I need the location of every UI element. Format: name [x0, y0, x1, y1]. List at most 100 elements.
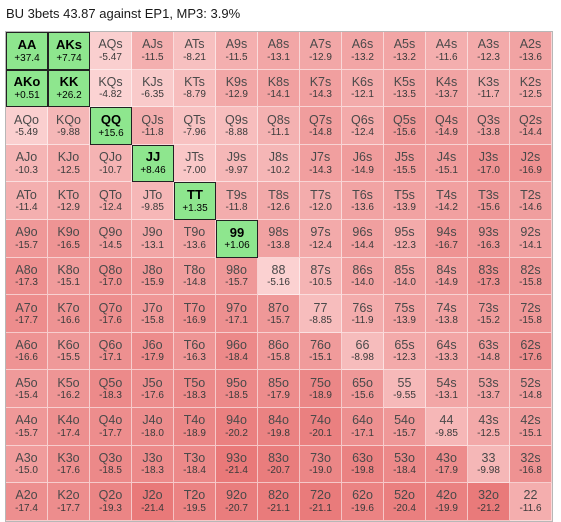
- hand-cell-q5o[interactable]: Q5o -18.3: [90, 370, 132, 408]
- hand-cell-k5s[interactable]: K5s -13.5: [384, 69, 426, 108]
- hand-cell-84o[interactable]: 84o -19.8: [258, 407, 300, 446]
- hand-cell-j3o[interactable]: J3o -18.3: [132, 445, 174, 484]
- hand-cell-97s[interactable]: 97s -12.4: [300, 219, 342, 258]
- hand-cell-a8o[interactable]: A8o -17.3: [6, 257, 48, 296]
- hand-cell-j6o[interactable]: J6o -17.9: [132, 332, 174, 371]
- hand-cell-qq[interactable]: QQ +15.6: [90, 107, 132, 145]
- hand-cell-jj[interactable]: JJ +8.46: [132, 144, 174, 183]
- hand-cell-92s[interactable]: 92s -14.1: [510, 219, 552, 258]
- hand-cell-a2s[interactable]: A2s -13.6: [510, 32, 552, 70]
- hand-cell-a7o[interactable]: A7o -17.7: [6, 295, 48, 333]
- hand-cell-65s[interactable]: 65s -12.3: [384, 332, 426, 371]
- hand-cell-43s[interactable]: 43s -12.5: [468, 407, 510, 446]
- hand-cell-a9s[interactable]: A9s -11.5: [216, 32, 258, 70]
- hand-cell-ako[interactable]: AKo +0.51: [6, 69, 48, 108]
- hand-cell-72s[interactable]: 72s -15.8: [510, 295, 552, 333]
- hand-cell-aks[interactable]: AKs +7.74: [48, 32, 90, 70]
- hand-cell-85o[interactable]: 85o -17.9: [258, 370, 300, 408]
- hand-cell-q3s[interactable]: Q3s -13.8: [468, 107, 510, 145]
- hand-cell-87s[interactable]: 87s -10.5: [300, 257, 342, 296]
- hand-cell-a2o[interactable]: A2o -17.4: [6, 483, 48, 521]
- hand-cell-52s[interactable]: 52s -14.8: [510, 370, 552, 408]
- hand-cell-73o[interactable]: 73o -19.0: [300, 445, 342, 484]
- hand-cell-q6s[interactable]: Q6s -12.4: [342, 107, 384, 145]
- hand-cell-q7o[interactable]: Q7o -17.6: [90, 295, 132, 333]
- hand-cell-54s[interactable]: 54s -13.1: [426, 370, 468, 408]
- hand-cell-kjo[interactable]: KJo -12.5: [48, 144, 90, 183]
- hand-cell-t5o[interactable]: T5o -18.3: [174, 370, 216, 408]
- hand-cell-a9o[interactable]: A9o -15.7: [6, 219, 48, 258]
- hand-cell-k2o[interactable]: K2o -17.7: [48, 483, 90, 521]
- hand-cell-74o[interactable]: 74o -20.1: [300, 407, 342, 446]
- hand-cell-76s[interactable]: 76s -11.9: [342, 295, 384, 333]
- hand-cell-jts[interactable]: JTs -7.00: [174, 144, 216, 183]
- hand-cell-t9o[interactable]: T9o -13.6: [174, 219, 216, 258]
- hand-cell-q2s[interactable]: Q2s -14.4: [510, 107, 552, 145]
- hand-cell-52o[interactable]: 52o -20.4: [384, 483, 426, 521]
- hand-cell-97o[interactable]: 97o -17.1: [216, 295, 258, 333]
- hand-cell-q4s[interactable]: Q4s -14.9: [426, 107, 468, 145]
- hand-cell-j4o[interactable]: J4o -18.0: [132, 407, 174, 446]
- hand-cell-kk[interactable]: KK +26.2: [48, 69, 90, 108]
- hand-cell-t2s[interactable]: T2s -14.6: [510, 182, 552, 220]
- hand-cell-ato[interactable]: ATo -11.4: [6, 182, 48, 220]
- hand-cell-98o[interactable]: 98o -15.7: [216, 257, 258, 296]
- hand-cell-a6s[interactable]: A6s -13.2: [342, 32, 384, 70]
- hand-cell-kts[interactable]: KTs -8.79: [174, 69, 216, 108]
- hand-cell-93o[interactable]: 93o -21.4: [216, 445, 258, 484]
- hand-cell-86s[interactable]: 86s -14.0: [342, 257, 384, 296]
- hand-cell-54o[interactable]: 54o -15.7: [384, 407, 426, 446]
- hand-cell-j3s[interactable]: J3s -17.0: [468, 144, 510, 183]
- hand-cell-q9s[interactable]: Q9s -8.88: [216, 107, 258, 145]
- hand-cell-k7s[interactable]: K7s -14.3: [300, 69, 342, 108]
- hand-cell-83o[interactable]: 83o -20.7: [258, 445, 300, 484]
- hand-cell-j2s[interactable]: J2s -16.9: [510, 144, 552, 183]
- hand-cell-kqo[interactable]: KQo -9.88: [48, 107, 90, 145]
- hand-cell-a5s[interactable]: A5s -13.2: [384, 32, 426, 70]
- hand-cell-32o[interactable]: 32o -21.2: [468, 483, 510, 521]
- hand-cell-t6s[interactable]: T6s -13.6: [342, 182, 384, 220]
- hand-cell-64o[interactable]: 64o -17.1: [342, 407, 384, 446]
- hand-cell-t7o[interactable]: T7o -16.9: [174, 295, 216, 333]
- hand-cell-k4o[interactable]: K4o -17.4: [48, 407, 90, 446]
- hand-cell-53o[interactable]: 53o -18.4: [384, 445, 426, 484]
- hand-cell-tt[interactable]: TT +1.35: [174, 182, 216, 220]
- hand-cell-44[interactable]: 44 -9.85: [426, 407, 468, 446]
- hand-cell-a4o[interactable]: A4o -15.7: [6, 407, 48, 446]
- hand-cell-65o[interactable]: 65o -15.6: [342, 370, 384, 408]
- hand-cell-63s[interactable]: 63s -14.8: [468, 332, 510, 371]
- hand-cell-94s[interactable]: 94s -16.7: [426, 219, 468, 258]
- hand-cell-75o[interactable]: 75o -18.9: [300, 370, 342, 408]
- hand-cell-k3o[interactable]: K3o -17.6: [48, 445, 90, 484]
- hand-cell-k6o[interactable]: K6o -15.5: [48, 332, 90, 371]
- hand-cell-ajo[interactable]: AJo -10.3: [6, 144, 48, 183]
- hand-cell-q4o[interactable]: Q4o -17.7: [90, 407, 132, 446]
- hand-cell-q8s[interactable]: Q8s -11.1: [258, 107, 300, 145]
- hand-cell-q8o[interactable]: Q8o -17.0: [90, 257, 132, 296]
- hand-cell-k7o[interactable]: K7o -16.6: [48, 295, 90, 333]
- hand-cell-k4s[interactable]: K4s -13.7: [426, 69, 468, 108]
- hand-cell-96s[interactable]: 96s -14.4: [342, 219, 384, 258]
- hand-cell-k3s[interactable]: K3s -11.7: [468, 69, 510, 108]
- hand-cell-q3o[interactable]: Q3o -18.5: [90, 445, 132, 484]
- hand-cell-96o[interactable]: 96o -18.4: [216, 332, 258, 371]
- hand-cell-22[interactable]: 22 -11.6: [510, 483, 552, 521]
- hand-cell-qjs[interactable]: QJs -11.8: [132, 107, 174, 145]
- hand-cell-t6o[interactable]: T6o -16.3: [174, 332, 216, 371]
- hand-cell-a5o[interactable]: A5o -15.4: [6, 370, 48, 408]
- hand-cell-q7s[interactable]: Q7s -14.8: [300, 107, 342, 145]
- hand-cell-43o[interactable]: 43o -17.9: [426, 445, 468, 484]
- hand-cell-t8s[interactable]: T8s -12.6: [258, 182, 300, 220]
- hand-cell-62o[interactable]: 62o -19.6: [342, 483, 384, 521]
- hand-cell-86o[interactable]: 86o -15.8: [258, 332, 300, 371]
- hand-cell-t5s[interactable]: T5s -13.9: [384, 182, 426, 220]
- hand-cell-t8o[interactable]: T8o -14.8: [174, 257, 216, 296]
- hand-cell-j8s[interactable]: J8s -10.2: [258, 144, 300, 183]
- hand-cell-j9s[interactable]: J9s -9.97: [216, 144, 258, 183]
- hand-cell-qto[interactable]: QTo -12.4: [90, 182, 132, 220]
- hand-cell-k6s[interactable]: K6s -12.1: [342, 69, 384, 108]
- hand-cell-j6s[interactable]: J6s -14.9: [342, 144, 384, 183]
- hand-cell-t3s[interactable]: T3s -15.6: [468, 182, 510, 220]
- hand-cell-99[interactable]: 99 +1.06: [216, 219, 258, 258]
- hand-cell-73s[interactable]: 73s -15.2: [468, 295, 510, 333]
